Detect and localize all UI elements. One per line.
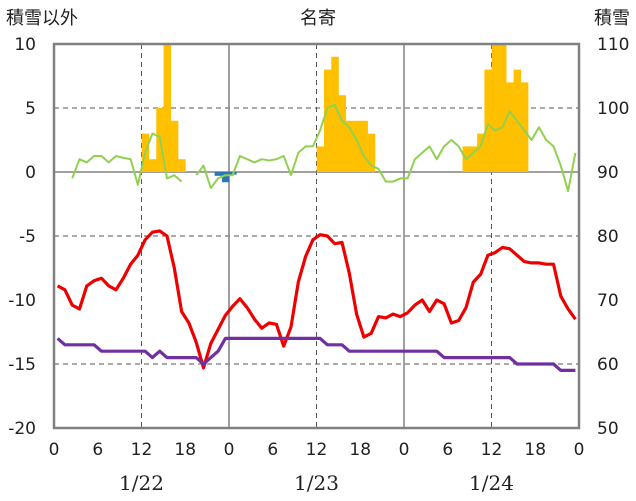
x-tick-label: 12 bbox=[306, 440, 328, 460]
bar bbox=[491, 44, 500, 172]
series-line bbox=[56, 229, 577, 370]
bar bbox=[506, 82, 514, 172]
right-tick-label: 100 bbox=[597, 99, 629, 119]
series-lines bbox=[56, 103, 577, 372]
bar bbox=[469, 146, 478, 172]
bar bbox=[520, 82, 529, 172]
bar bbox=[484, 69, 492, 172]
bar bbox=[316, 146, 325, 172]
x-tick-label: 18 bbox=[349, 440, 371, 460]
right-tick-label: 60 bbox=[597, 355, 619, 375]
bar bbox=[178, 159, 186, 172]
left-tick-label: -5 bbox=[19, 227, 36, 247]
left-axis-label: 積雪以外 bbox=[6, 8, 78, 29]
left-tick-label: -10 bbox=[8, 291, 36, 311]
bar bbox=[331, 56, 339, 172]
plot-frame bbox=[52, 42, 581, 430]
bar bbox=[360, 120, 368, 172]
bars bbox=[141, 44, 529, 183]
x-tick-label: 0 bbox=[399, 440, 410, 460]
day-label: 1/23 bbox=[294, 471, 339, 495]
x-tick-label: 6 bbox=[267, 440, 278, 460]
series-line bbox=[56, 336, 576, 372]
series-line bbox=[71, 103, 577, 193]
day-label: 1/24 bbox=[469, 471, 514, 495]
x-tick-label: 0 bbox=[574, 440, 585, 460]
bar bbox=[338, 95, 347, 172]
right-tick-label: 80 bbox=[597, 227, 619, 247]
bar bbox=[221, 172, 230, 183]
x-tick-label: 18 bbox=[524, 440, 546, 460]
right-axis-label: 積雪 bbox=[594, 8, 630, 29]
bar bbox=[170, 120, 179, 172]
bar bbox=[353, 120, 361, 172]
right-tick-label: 50 bbox=[597, 419, 619, 439]
bar bbox=[323, 69, 332, 172]
x-tick-label: 6 bbox=[92, 440, 103, 460]
x-tick-label: 18 bbox=[174, 440, 196, 460]
left-tick-label: 5 bbox=[25, 99, 36, 119]
day-label: 1/22 bbox=[119, 471, 164, 495]
right-tick-label: 110 bbox=[597, 35, 629, 55]
x-tick-label: 6 bbox=[442, 440, 453, 460]
bar bbox=[345, 120, 354, 172]
chart-title: 名寄 bbox=[300, 8, 336, 29]
right-tick-label: 70 bbox=[597, 291, 619, 311]
right-tick-label: 90 bbox=[597, 163, 619, 183]
bar bbox=[214, 172, 223, 176]
bar bbox=[367, 133, 376, 172]
x-tick-label: 12 bbox=[481, 440, 503, 460]
x-tick-label: 0 bbox=[49, 440, 60, 460]
left-tick-label: -20 bbox=[8, 419, 36, 439]
x-tick-label: 12 bbox=[131, 440, 153, 460]
left-tick-label: 10 bbox=[14, 35, 36, 55]
bar bbox=[163, 44, 172, 172]
x-tick-label: 0 bbox=[224, 440, 235, 460]
left-tick-label: -15 bbox=[8, 355, 36, 375]
bar bbox=[477, 133, 485, 172]
axes bbox=[52, 42, 581, 430]
bar bbox=[148, 159, 157, 172]
bar bbox=[498, 44, 507, 172]
left-tick-label: 0 bbox=[25, 163, 36, 183]
